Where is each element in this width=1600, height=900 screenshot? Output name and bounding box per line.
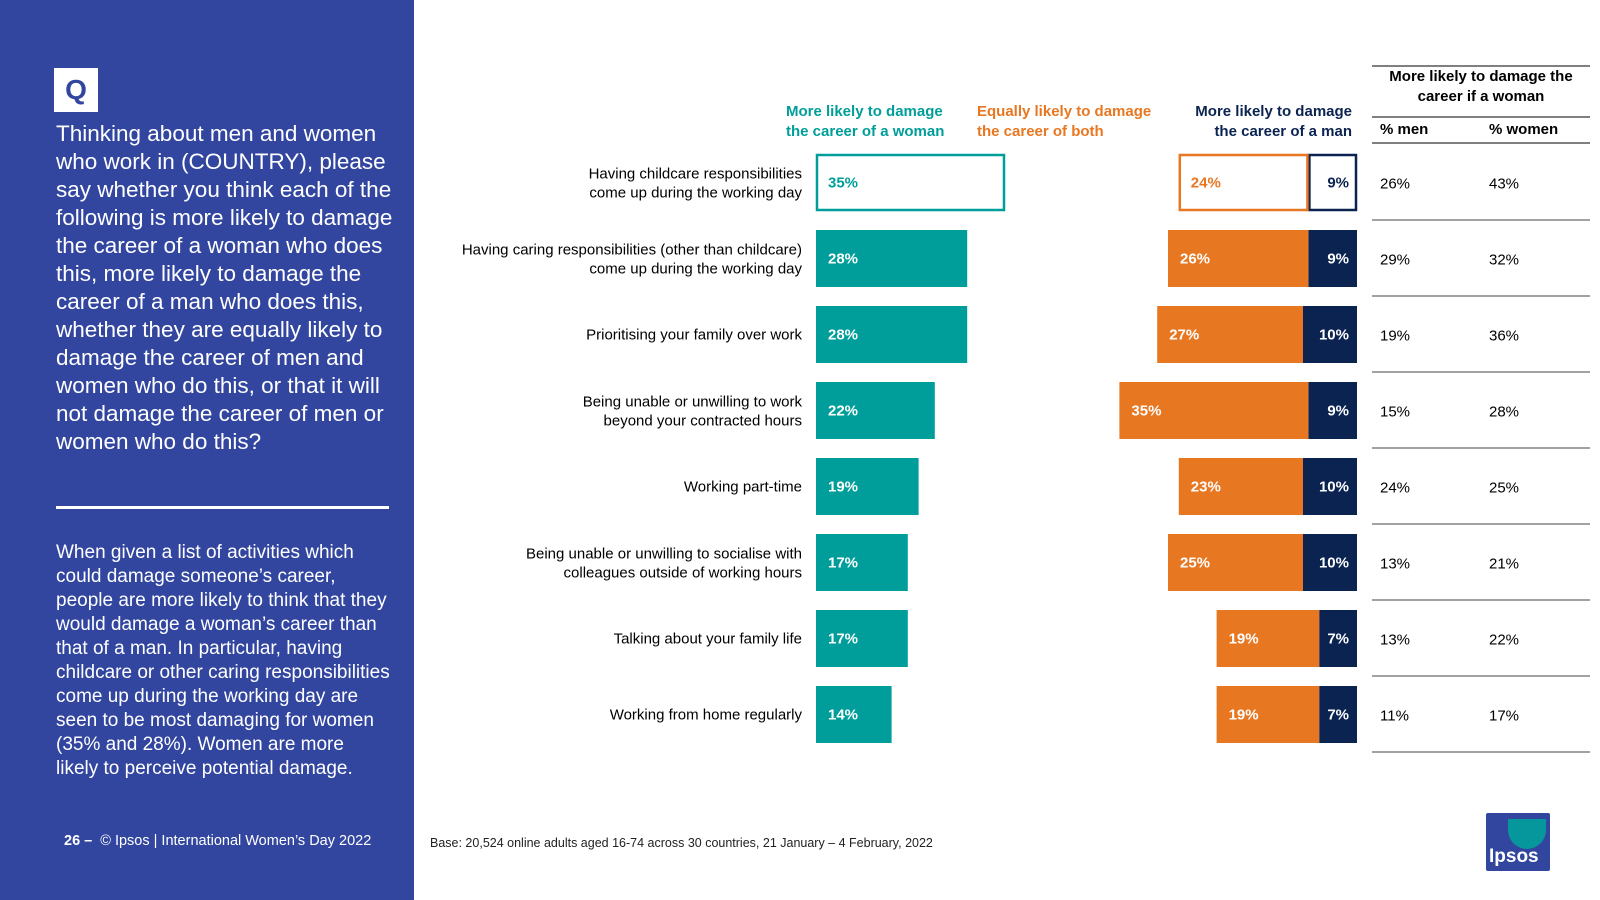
bar-man [1308, 230, 1357, 287]
bar-both [1168, 230, 1309, 287]
table-cell-women: 28% [1489, 404, 1519, 421]
bar-both [1216, 686, 1320, 743]
table-col-men: % men [1380, 121, 1428, 138]
bar-man [1308, 382, 1357, 439]
table-cell-men: 15% [1380, 404, 1410, 421]
table-cell-men: 26% [1380, 176, 1410, 193]
question-text: Thinking about men and women who work in… [56, 121, 393, 454]
category-label: come up during the working day [589, 261, 802, 278]
bar-man-label: 10% [1319, 479, 1349, 496]
page-number: 26 – [64, 833, 93, 849]
bar-woman [816, 382, 935, 439]
logo-text: Ipsos [1489, 846, 1539, 867]
category-label: Working from home regularly [610, 707, 803, 724]
bar-woman [816, 534, 908, 591]
header-both-line1: Equally likely to damage [977, 103, 1151, 120]
category-label: Being unable or unwilling to socialise w… [526, 546, 802, 563]
bar-man-label: 9% [1327, 403, 1349, 420]
table-cell-men: 19% [1380, 328, 1410, 345]
bar-man [1303, 534, 1357, 591]
table-cell-women: 22% [1489, 632, 1519, 649]
category-label: Working part-time [684, 479, 802, 496]
table-cell-women: 32% [1489, 252, 1519, 269]
summary-text: When given a list of activities which co… [56, 542, 390, 779]
bar-woman-label: 28% [828, 327, 858, 344]
category-label: colleagues outside of working hours [564, 565, 802, 582]
category-label: Being unable or unwilling to work [583, 394, 803, 411]
bar-both [1216, 610, 1320, 667]
table-cell-men: 11% [1380, 708, 1409, 725]
bar-woman-label: 35% [828, 175, 858, 192]
bar-both-label: 19% [1229, 631, 1259, 648]
bar-woman-label: 28% [828, 251, 858, 268]
header-woman-line1: More likely to damage [786, 103, 943, 120]
table-title-line2: career if a woman [1418, 88, 1545, 105]
table-cell-men: 13% [1380, 632, 1410, 649]
bar-man [1303, 458, 1357, 515]
base-note: Base: 20,524 online adults aged 16-74 ac… [430, 836, 933, 850]
header-woman-line2: the career of a woman [786, 123, 944, 140]
bar-man-label: 7% [1327, 631, 1349, 648]
bar-woman [816, 230, 968, 287]
category-label: Having caring responsibilities (other th… [462, 242, 802, 259]
category-label: come up during the working day [589, 185, 802, 202]
header-man-line2: the career of a man [1214, 123, 1352, 140]
bar-woman-label: 19% [828, 479, 858, 496]
bar-both-label: 24% [1191, 175, 1221, 192]
bar-both [1178, 153, 1309, 212]
bar-woman-label: 17% [828, 631, 858, 648]
bar-man-label: 7% [1327, 707, 1349, 724]
bar-both [1119, 382, 1309, 439]
bar-both [1157, 306, 1303, 363]
bar-both-label: 19% [1229, 707, 1259, 724]
ipsos-logo: Ipsos [1486, 813, 1550, 871]
header-both-line2: the career of both [977, 123, 1104, 140]
sidebar-panel: Q Thinking about men and women who work … [0, 0, 414, 900]
table-cell-men: 29% [1380, 252, 1410, 269]
bar-both-label: 35% [1131, 403, 1161, 420]
table-cell-men: 13% [1380, 556, 1410, 573]
bar-man-label: 9% [1327, 175, 1349, 192]
bar-both [1168, 534, 1303, 591]
bar-man-label: 9% [1327, 251, 1349, 268]
bar-woman [816, 686, 892, 743]
bar-man-label: 10% [1319, 327, 1349, 344]
bar-man-label: 10% [1319, 555, 1349, 572]
bar-both [1178, 458, 1303, 515]
bar-both-label: 23% [1191, 479, 1221, 496]
table-cell-women: 36% [1489, 328, 1519, 345]
table-cell-women: 21% [1489, 556, 1519, 573]
bar-woman-label: 14% [828, 707, 858, 724]
bar-man [1308, 153, 1358, 212]
bar-man [1319, 610, 1357, 667]
divider [56, 506, 389, 509]
category-label: Talking about your family life [614, 631, 802, 648]
table-cell-men: 24% [1380, 480, 1410, 497]
bar-woman [816, 458, 919, 515]
bar-woman [816, 610, 908, 667]
bar-woman-label: 17% [828, 555, 858, 572]
bar-woman [815, 153, 1006, 212]
bar-both-label: 27% [1169, 327, 1199, 344]
bar-both-label: 25% [1180, 555, 1210, 572]
table-cell-women: 43% [1489, 176, 1519, 193]
logo-swoosh-icon [1508, 819, 1546, 849]
table-cell-women: 17% [1489, 708, 1519, 725]
bar-both-label: 26% [1180, 251, 1210, 268]
bar-man [1303, 306, 1357, 363]
table-cell-women: 25% [1489, 480, 1519, 497]
category-label: Having childcare responsibilities [589, 166, 802, 183]
footer: 26 – © Ipsos | International Women’s Day … [64, 833, 371, 849]
question-badge: Q [54, 68, 98, 112]
bar-woman-label: 22% [828, 403, 858, 420]
table-title-line1: More likely to damage the [1389, 68, 1572, 85]
bar-woman [816, 306, 968, 363]
bar-man [1319, 686, 1357, 743]
header-man-line1: More likely to damage [1195, 103, 1352, 120]
category-label: Prioritising your family over work [586, 327, 802, 344]
footer-copyright: © Ipsos | International Women’s Day 2022 [100, 833, 372, 849]
category-label: beyond your contracted hours [604, 413, 802, 430]
table-col-women: % women [1489, 121, 1558, 138]
